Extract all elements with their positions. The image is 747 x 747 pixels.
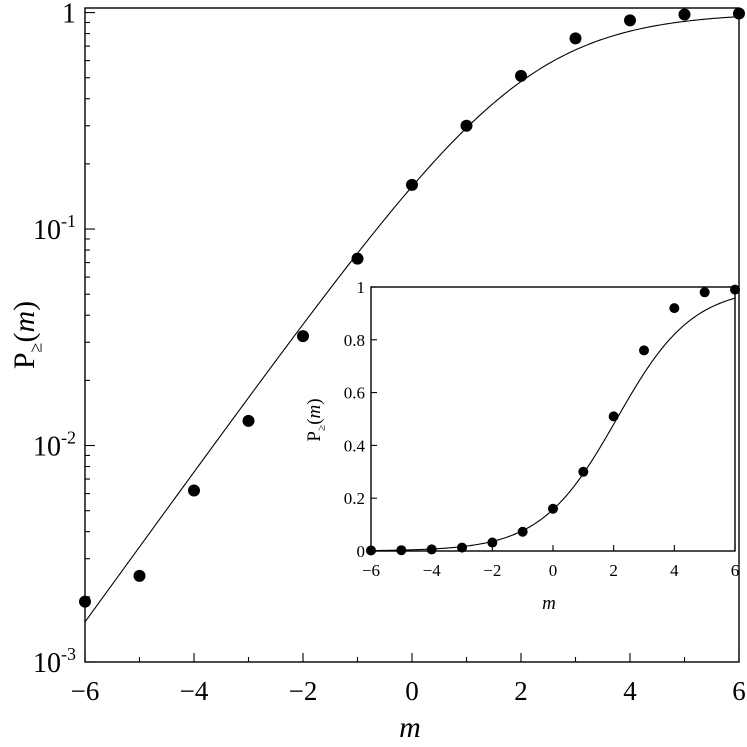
inset-y-tick-label: 0 [357,542,366,561]
inset-x-tick-label: −2 [483,561,501,580]
inset-data-point [517,526,528,537]
inset-data-points [366,284,740,556]
inset-data-point [669,303,680,314]
inset-data-point [578,466,589,477]
main-x-tick-label: 6 [732,676,746,706]
main-data-point [351,252,364,265]
inset-y-tick-label: 1 [357,278,366,297]
main-data-points [79,7,745,608]
main-y-tick-label: 10-2 [33,428,76,463]
main-data-point [515,69,527,82]
inset-y-tick-label: 0.4 [344,436,366,455]
main-data-point [188,484,200,497]
inset-x-tick-label: 6 [731,561,740,580]
inset-x-tick-label: 0 [549,561,558,580]
main-data-point [133,569,146,582]
inset-y-tick-label: 0.6 [344,384,365,403]
inset-plot: −6 −4 −2 0 2 4 6 0 0.2 0.4 0.6 0.8 1 m P≥(m) [304,278,740,614]
main-y-tick-label: 10-3 [33,644,76,679]
main-x-tick-label: −2 [289,676,318,706]
inset-data-point [608,411,619,422]
main-data-point [733,7,745,20]
inset-data-point [699,287,710,298]
main-data-point [678,8,691,21]
main-data-point [79,595,91,608]
main-y-axis-label: P≥(m) [8,301,46,369]
inset-data-point [548,503,558,514]
main-x-tick-label: 4 [623,676,637,706]
main-y-tick-label: 10-1 [33,211,76,246]
inset-tick-labels: −6 −4 −2 0 2 4 6 0 0.2 0.4 0.6 0.8 1 [344,278,740,580]
inset-y-tick-label: 0.2 [344,489,365,508]
inset-data-point [426,544,437,555]
main-ticks [84,12,740,663]
main-data-point [569,32,582,45]
inset-x-axis-label: m [542,593,556,614]
main-data-point [406,178,418,191]
main-x-tick-label: −4 [180,676,209,706]
main-x-tick-label: 0 [405,676,419,706]
inset-data-point [487,537,498,548]
inset-data-point [639,345,649,356]
main-data-point [460,119,473,132]
inset-x-tick-label: 4 [670,561,679,580]
main-x-tick-label: −6 [71,676,100,706]
inset-x-tick-label: 2 [609,561,618,580]
main-data-point [297,330,309,343]
main-plot: −6 −4 −2 0 2 4 6 10-3 10-2 10-1 1 m P≥(m) [8,0,746,744]
main-y-tick-label: 1 [62,0,76,30]
inset-y-axis-label: P≥(m) [304,398,328,441]
main-x-tick-label: 2 [514,676,528,706]
inset-x-tick-label: −4 [423,561,442,580]
inset-data-point [457,542,467,553]
inset-data-point [366,545,376,556]
main-x-axis-label: m [399,711,421,744]
main-data-point [242,414,255,427]
inset-y-tick-label: 0.8 [344,331,365,350]
inset-data-point [396,545,407,556]
main-data-point [624,14,636,27]
inset-data-point [730,284,740,295]
main-tick-labels: −6 −4 −2 0 2 4 6 10-3 10-2 10-1 1 [33,0,746,706]
inset-x-tick-label: −6 [362,561,380,580]
